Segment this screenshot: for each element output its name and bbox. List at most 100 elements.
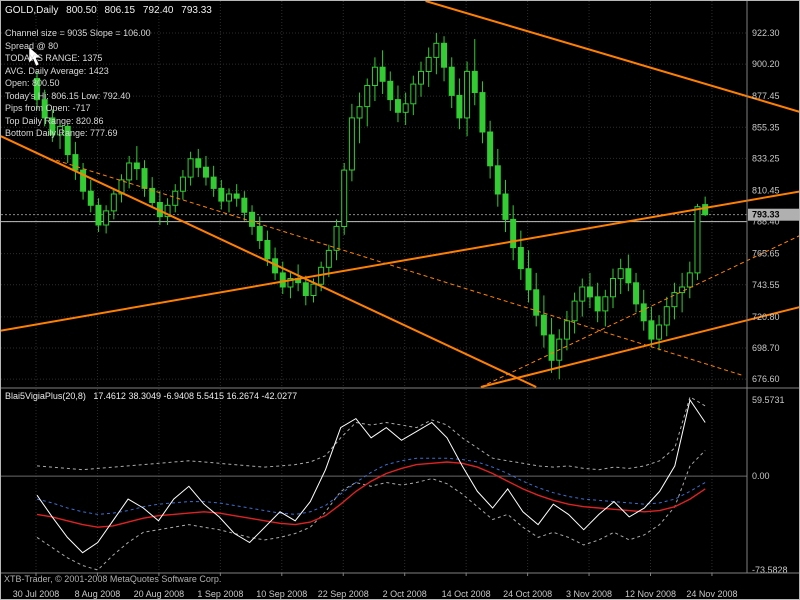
candle (548, 317, 555, 373)
candle (379, 50, 386, 94)
candle-body (686, 272, 693, 288)
indicator-series-signal-red (36, 461, 706, 528)
candle (640, 289, 647, 331)
trendline[interactable] (1, 135, 537, 388)
candle-body (302, 282, 309, 296)
trendline[interactable] (480, 235, 800, 388)
candle (233, 184, 240, 207)
candle-body (387, 80, 394, 101)
candle-body (141, 168, 148, 189)
candle (487, 120, 494, 179)
time-tick-label: 12 Nov 2008 (625, 589, 676, 599)
candle (456, 78, 463, 130)
candle (325, 244, 332, 278)
time-tick-label: 24 Oct 2008 (503, 589, 552, 599)
candle (371, 57, 378, 102)
candle (287, 272, 294, 299)
info-line-avg-daily: AVG. Daily Average: 1423 (5, 65, 109, 76)
candles-layer (34, 32, 709, 380)
candle-body (95, 204, 102, 226)
candle-body (356, 106, 363, 119)
candle (448, 57, 455, 109)
candle-body (456, 94, 463, 119)
trendline[interactable] (480, 306, 800, 388)
candle (594, 282, 601, 323)
candle-body (287, 278, 294, 288)
candle-body (256, 225, 263, 241)
candle (226, 188, 232, 213)
candle-body (57, 125, 64, 136)
candle (387, 71, 394, 111)
indicator-series-band-lower (36, 450, 706, 571)
candle (494, 148, 501, 207)
trendline[interactable] (56, 159, 744, 377)
candle-body (371, 66, 378, 86)
candle (633, 272, 640, 313)
candle-body (279, 272, 286, 288)
candle-body (586, 286, 593, 298)
open-value: 800.50 (66, 5, 97, 16)
candle-body (187, 158, 194, 178)
time-tick-label: 14 Oct 2008 (442, 589, 491, 599)
trendline[interactable] (425, 1, 800, 113)
candle-body (502, 193, 509, 220)
candle-body (563, 320, 570, 340)
candle (156, 191, 163, 225)
candle-body (487, 131, 494, 167)
candle (249, 205, 256, 235)
candle (210, 165, 217, 197)
candle-body (579, 286, 586, 302)
time-tick-label: 2 Oct 2008 (383, 589, 427, 599)
candle-body (571, 300, 578, 322)
indicator-tick-label: -73.5828 (752, 565, 788, 575)
candle (34, 71, 40, 110)
trendline[interactable] (1, 190, 800, 332)
candle (141, 160, 148, 197)
candle (364, 78, 371, 127)
indicator-series-vigia-main (36, 398, 706, 554)
candle (126, 155, 133, 189)
candle-body (310, 283, 317, 297)
candle-body (525, 268, 532, 291)
high-value: 806.15 (104, 5, 136, 16)
time-tick-label: 8 Aug 2008 (75, 589, 121, 599)
candle (64, 123, 71, 164)
candle (394, 85, 401, 123)
symbol-label: GOLD,Daily (5, 5, 59, 16)
candle-body (226, 193, 232, 202)
info-line-todays-range: TODAY'S RANGE: 1375 (5, 53, 103, 63)
indicator-name: Blai5VigiaPlus(20,8) (5, 391, 86, 401)
candle (118, 174, 125, 203)
price-tick-label: 676.60 (752, 374, 780, 384)
candle-body (464, 70, 471, 119)
candle-body (72, 154, 79, 171)
candle (348, 103, 355, 182)
trendlines-layer (1, 1, 800, 388)
candle-body (87, 190, 94, 206)
mouse-cursor (28, 46, 42, 67)
current-price-label: 793.33 (752, 210, 780, 220)
candle (87, 179, 94, 213)
candle-body (126, 162, 133, 181)
price-tick-label: 810.45 (752, 186, 780, 196)
info-line-spread: Spread @ 80 (5, 40, 59, 51)
candle-body (533, 289, 540, 316)
candle-body (425, 56, 432, 73)
candle (418, 61, 424, 97)
candle-body (202, 166, 209, 178)
time-tick-label: 24 Nov 2008 (686, 589, 737, 599)
candle (525, 250, 532, 303)
indicator-series-signal-blue (36, 457, 706, 515)
candle-body (602, 296, 609, 312)
info-line-open: Open: 800.50 (5, 78, 60, 88)
price-tick-label: 877.45 (752, 91, 780, 101)
candle-body (663, 306, 670, 326)
candle (556, 329, 563, 380)
candle-body (364, 85, 371, 108)
candle (617, 258, 624, 295)
price-tick-label: 833.25 (752, 153, 780, 163)
candle (95, 198, 102, 233)
candle (625, 254, 632, 292)
